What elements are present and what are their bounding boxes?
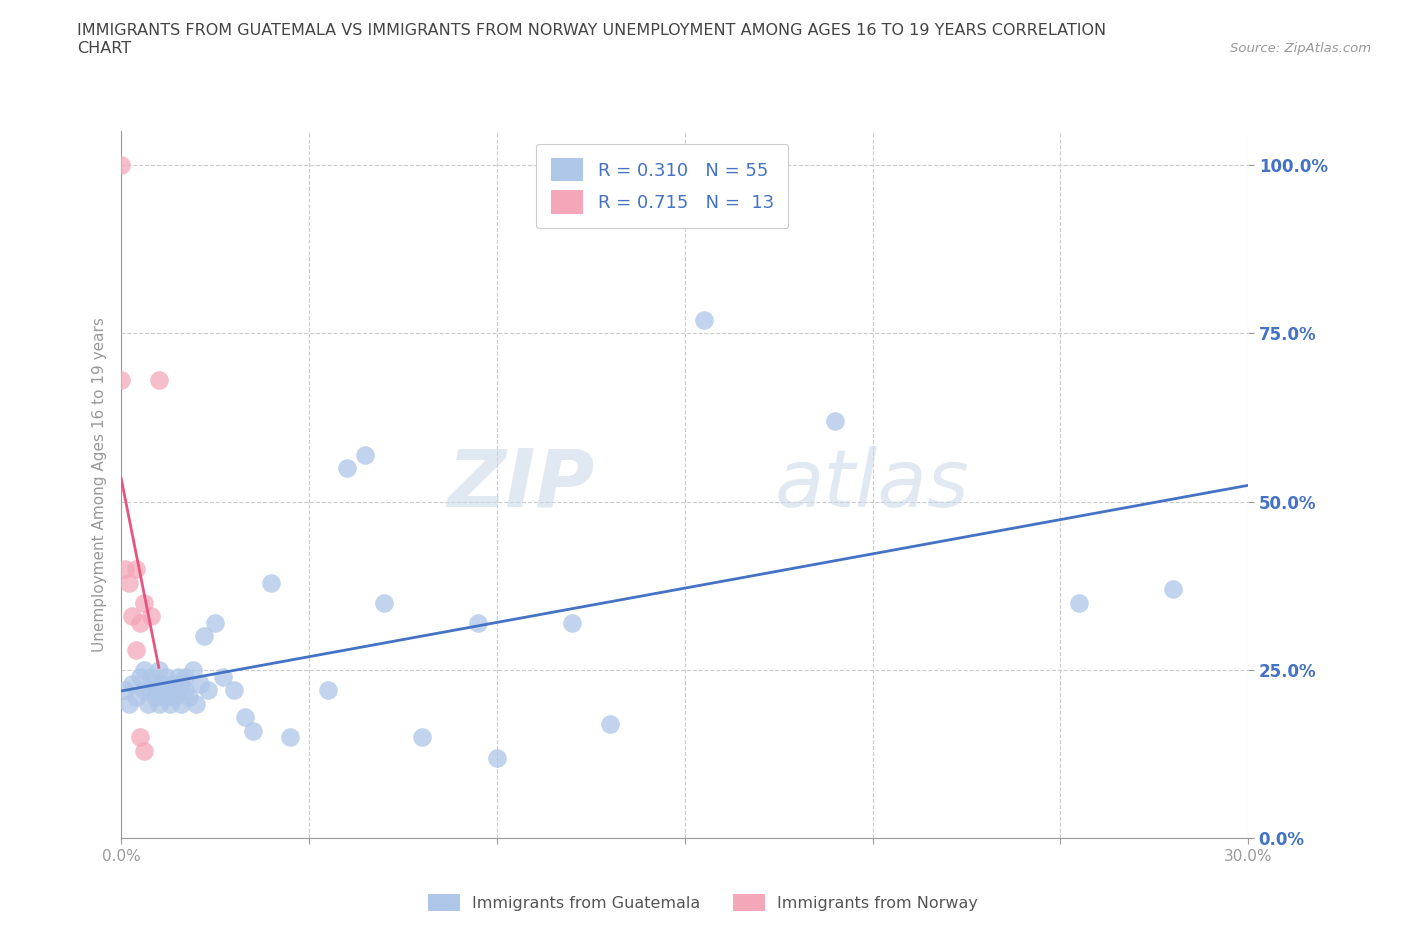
Point bbox=[166, 683, 188, 698]
Point bbox=[118, 575, 141, 590]
Y-axis label: Unemployment Among Ages 16 to 19 years: Unemployment Among Ages 16 to 19 years bbox=[93, 317, 107, 652]
Point bbox=[148, 373, 170, 388]
Point bbox=[136, 697, 159, 711]
Point bbox=[129, 730, 152, 745]
Point bbox=[373, 595, 395, 610]
Point bbox=[278, 730, 301, 745]
Point bbox=[132, 743, 155, 758]
Point bbox=[132, 595, 155, 610]
Point bbox=[163, 676, 186, 691]
Point bbox=[141, 670, 163, 684]
Point bbox=[141, 609, 163, 624]
Point bbox=[132, 662, 155, 677]
Point bbox=[129, 616, 152, 631]
Point bbox=[148, 697, 170, 711]
Point bbox=[561, 616, 583, 631]
Point bbox=[204, 616, 226, 631]
Point bbox=[411, 730, 433, 745]
Point bbox=[118, 697, 141, 711]
Point bbox=[125, 643, 148, 658]
Point bbox=[222, 683, 245, 698]
Point bbox=[242, 724, 264, 738]
Point bbox=[692, 312, 714, 327]
Point bbox=[148, 683, 170, 698]
Point bbox=[170, 697, 193, 711]
Point bbox=[824, 414, 846, 429]
Point bbox=[125, 562, 148, 577]
Point bbox=[233, 710, 256, 724]
Point bbox=[316, 683, 339, 698]
Point bbox=[143, 689, 166, 704]
Point bbox=[110, 373, 132, 388]
Point bbox=[174, 683, 197, 698]
Point bbox=[485, 751, 508, 765]
Point bbox=[114, 562, 136, 577]
Point bbox=[1161, 582, 1184, 597]
Point bbox=[143, 676, 166, 691]
Point bbox=[193, 629, 215, 644]
Text: IMMIGRANTS FROM GUATEMALA VS IMMIGRANTS FROM NORWAY UNEMPLOYMENT AMONG AGES 16 T: IMMIGRANTS FROM GUATEMALA VS IMMIGRANTS … bbox=[77, 23, 1107, 56]
Point bbox=[159, 697, 181, 711]
Legend: R = 0.310   N = 55, R = 0.715   N =  13: R = 0.310 N = 55, R = 0.715 N = 13 bbox=[536, 144, 789, 228]
Point bbox=[121, 609, 143, 624]
Point bbox=[129, 670, 152, 684]
Point bbox=[188, 676, 211, 691]
Point bbox=[155, 689, 177, 704]
Point bbox=[132, 683, 155, 698]
Legend: Immigrants from Guatemala, Immigrants from Norway: Immigrants from Guatemala, Immigrants fr… bbox=[422, 888, 984, 917]
Point bbox=[467, 616, 489, 631]
Point bbox=[197, 683, 219, 698]
Point bbox=[174, 670, 197, 684]
Point bbox=[599, 716, 621, 731]
Point bbox=[148, 662, 170, 677]
Text: Source: ZipAtlas.com: Source: ZipAtlas.com bbox=[1230, 42, 1371, 55]
Point bbox=[152, 676, 174, 691]
Point bbox=[260, 575, 283, 590]
Point bbox=[177, 689, 200, 704]
Point bbox=[170, 676, 193, 691]
Point bbox=[121, 676, 143, 691]
Point bbox=[141, 683, 163, 698]
Point bbox=[166, 670, 188, 684]
Point bbox=[159, 683, 181, 698]
Point bbox=[211, 670, 233, 684]
Point bbox=[1069, 595, 1091, 610]
Point bbox=[114, 683, 136, 698]
Text: ZIP: ZIP bbox=[447, 445, 595, 524]
Point bbox=[155, 670, 177, 684]
Point bbox=[152, 683, 174, 698]
Point bbox=[186, 697, 208, 711]
Point bbox=[125, 689, 148, 704]
Point bbox=[181, 662, 204, 677]
Text: atlas: atlas bbox=[775, 445, 970, 524]
Point bbox=[336, 460, 359, 475]
Point bbox=[163, 689, 186, 704]
Point bbox=[110, 157, 132, 172]
Point bbox=[354, 447, 377, 462]
